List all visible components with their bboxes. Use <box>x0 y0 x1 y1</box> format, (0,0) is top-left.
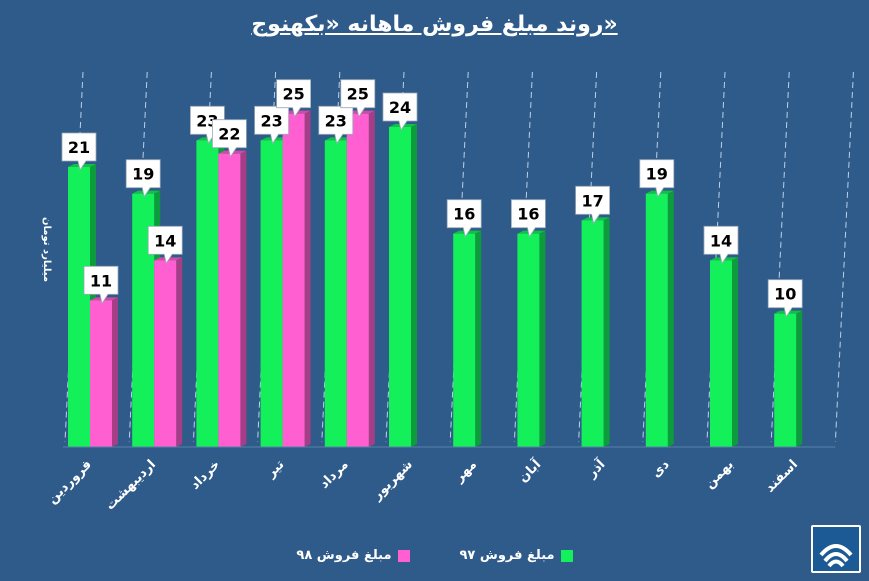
data-label: 25 <box>347 85 369 104</box>
x-tick-label: اردیبهشت <box>103 457 159 513</box>
data-label: 16 <box>453 205 475 224</box>
bar-series-98 <box>346 113 369 448</box>
chart-title-text: روند مبلغ فروش ماهانه «بکهنوج» <box>251 12 618 37</box>
bar-series-97 <box>645 193 668 447</box>
bar-side <box>112 297 118 447</box>
data-label: 19 <box>132 165 154 184</box>
bar-series-97 <box>324 140 347 448</box>
company-logo-icon <box>811 525 861 573</box>
bar-side <box>667 190 674 447</box>
bar-series-98 <box>218 153 241 447</box>
data-label-box <box>340 79 376 118</box>
data-label-box <box>318 105 354 145</box>
data-label-box <box>276 79 311 118</box>
bar-side <box>411 124 417 447</box>
grid-separator <box>770 71 790 443</box>
grid-separator <box>706 71 726 443</box>
bar-side <box>240 150 247 447</box>
x-tick-label: آبان <box>514 455 544 485</box>
data-label: 21 <box>68 138 90 157</box>
bar-series-97 <box>453 233 476 447</box>
data-label-box <box>703 225 739 265</box>
bar-side <box>176 257 183 447</box>
data-label: 14 <box>710 231 732 250</box>
x-tick-label: خرداد <box>188 457 224 493</box>
legend-label-98: مبلغ فروش ۹۸ <box>296 548 392 563</box>
data-label-box <box>575 185 610 225</box>
data-label: 14 <box>154 231 176 250</box>
legend-item-97: مبلغ فروش ۹۷ <box>460 548 573 563</box>
data-label: 17 <box>581 191 603 210</box>
bar-series-97 <box>196 140 219 448</box>
data-label: 16 <box>517 205 539 224</box>
legend-label-97: مبلغ فروش ۹۷ <box>459 548 555 563</box>
bar-series-97 <box>389 127 411 447</box>
y-axis-label: میلیارد تومان <box>41 217 52 283</box>
bar-series-97 <box>68 167 90 447</box>
data-label-box <box>382 92 418 132</box>
bar-series-97 <box>774 313 797 447</box>
x-tick-label: اسفند <box>763 457 801 495</box>
data-label-box <box>639 159 675 198</box>
bar-side <box>796 310 803 447</box>
data-label: 22 <box>218 125 240 144</box>
data-label-box <box>446 199 482 238</box>
bar-series-97 <box>132 193 155 447</box>
legend: مبلغ فروش ۹۷ مبلغ فروش ۹۸ <box>0 548 869 563</box>
x-tick-label: مهر <box>451 457 480 486</box>
data-label: 25 <box>282 85 304 104</box>
data-label-box <box>83 265 119 305</box>
chart-title: روند مبلغ فروش ماهانه «بکهنوج» <box>0 12 869 37</box>
data-label-box <box>125 159 161 198</box>
bar-series-98 <box>282 113 305 448</box>
data-label: 19 <box>646 165 668 184</box>
data-label-box <box>61 132 97 172</box>
data-label-box <box>212 119 247 158</box>
bar-series-98 <box>90 300 112 447</box>
x-tick-label: بهمن <box>702 457 737 492</box>
bar-side <box>304 110 311 448</box>
data-label-box <box>767 279 803 318</box>
grid-separator <box>834 71 854 443</box>
bar-series-98 <box>154 260 177 447</box>
data-label: 11 <box>90 271 112 290</box>
data-label: 23 <box>325 111 347 130</box>
bar-side <box>368 110 375 448</box>
data-label: 24 <box>389 98 411 117</box>
data-label-box <box>254 105 289 145</box>
logo-graphic <box>813 527 859 571</box>
x-tick-label: دی <box>649 457 673 481</box>
x-tick-label: مرداد <box>317 457 352 492</box>
x-tick-label: فروردین <box>45 457 95 507</box>
x-tick-label: آذر <box>583 455 609 481</box>
legend-swatch-98 <box>397 549 410 562</box>
data-label-box <box>147 225 183 265</box>
legend-item-98: مبلغ فروش ۹۸ <box>296 548 410 563</box>
bar-series-97 <box>581 220 604 447</box>
bar-side <box>475 230 482 447</box>
bar-series-97 <box>260 140 283 448</box>
legend-swatch-97 <box>560 549 573 562</box>
x-tick-label: تیر <box>263 457 287 481</box>
data-label: 23 <box>260 111 282 130</box>
bar-series-97 <box>710 260 732 447</box>
data-label: 10 <box>774 285 796 304</box>
bar-side <box>732 257 738 447</box>
x-tick-label: شهریور <box>369 457 416 504</box>
bar-series-97 <box>517 233 540 447</box>
data-label-box <box>511 199 546 238</box>
bar-side <box>539 230 546 447</box>
bar-side <box>603 217 610 447</box>
